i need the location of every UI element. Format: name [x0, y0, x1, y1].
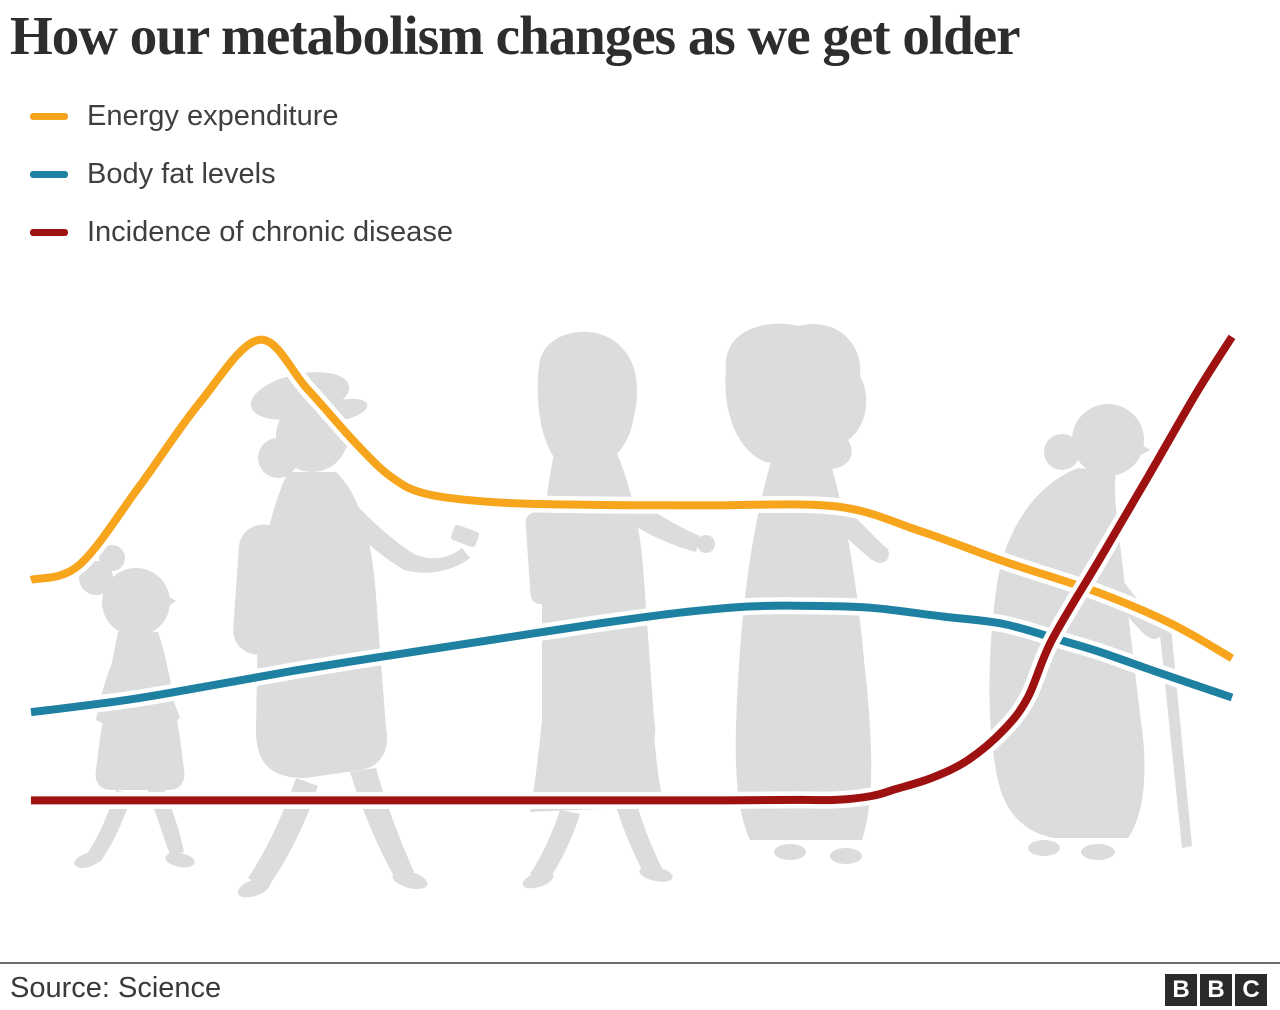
legend-label: Body fat levels [87, 158, 276, 190]
legend-swatch-energy-expenditure [30, 113, 68, 120]
legend-label: Energy expenditure [87, 100, 339, 132]
legend-swatch-chronic-disease [30, 229, 68, 236]
cane [1158, 616, 1192, 848]
legend-item-chronic-disease: Incidence of chronic disease [30, 215, 453, 250]
legend-swatch-body-fat [30, 171, 68, 178]
bbc-logo: B B C [1165, 974, 1267, 1006]
bbc-logo-block: B [1200, 974, 1232, 1006]
page-title: How our metabolism changes as we get old… [10, 5, 1021, 66]
line-energy-expenditure [28, 331, 1237, 666]
legend-label: Incidence of chronic disease [87, 216, 453, 248]
legend-item-body-fat: Body fat levels [30, 157, 453, 192]
legend-item-energy-expenditure: Energy expenditure [30, 99, 453, 134]
line-body-fat [29, 597, 1235, 721]
bbc-logo-block: C [1235, 974, 1267, 1006]
footer-divider [0, 962, 1280, 964]
silhouette-middle-aged-woman [725, 323, 889, 864]
legend: Energy expenditure Body fat levels Incid… [30, 99, 453, 250]
bbc-logo-block: B [1165, 974, 1197, 1006]
line-chronic-disease [31, 332, 1240, 809]
chart-canvas [28, 323, 1240, 898]
source-label: Source: Science [10, 972, 222, 1004]
